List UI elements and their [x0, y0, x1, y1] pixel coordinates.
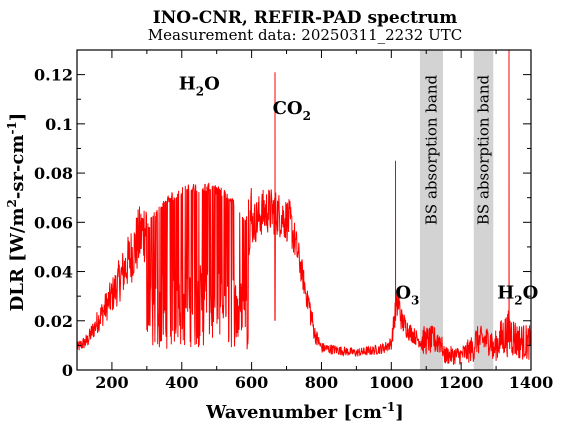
chart-annotations: H2O CO2 O3 H2O — [179, 73, 539, 307]
y-tick-label: 0.04 — [34, 263, 73, 282]
x-axis-label: Wavenumber [cm-1] — [205, 400, 404, 423]
y-tick-label: 0.1 — [45, 115, 73, 134]
y-tick-label: 0.02 — [34, 312, 73, 331]
chart-title: INO-CNR, REFIR-PAD spectrum — [153, 8, 457, 28]
absorption-band-2 — [473, 50, 494, 370]
annotation-2: CO2 — [273, 98, 311, 123]
x-tick-label: 400 — [165, 373, 198, 392]
y-tick-label: 0.06 — [34, 213, 73, 232]
spectrum-line — [76, 49, 532, 365]
absorption-bands: BS absorption band BS absorption band — [419, 50, 494, 370]
x-tick-label: 200 — [95, 373, 128, 392]
x-tick-label: 1000 — [369, 373, 414, 392]
y-tick-label: 0.12 — [34, 66, 73, 85]
x-tick-label: 1200 — [439, 373, 484, 392]
chart-subtitle: Measurement data: 20250311_2232 UTC — [148, 26, 462, 44]
y-tick-label: 0 — [62, 361, 73, 380]
spectrum-series — [76, 49, 532, 365]
absorption-band-1 — [419, 50, 443, 370]
y-tick-label: 0.08 — [34, 164, 73, 183]
axes: 200 400 600 800 1000 1200 1400 0 0.02 0.04 0.06 0.0… — [34, 49, 554, 392]
band-label-1: BS absorption band — [422, 75, 440, 226]
x-tick-label: 1400 — [509, 373, 554, 392]
x-tick-label: 600 — [235, 373, 268, 392]
y-axis-label: DLR [W/m2-sr-cm-1] — [5, 113, 28, 312]
annotation-1: H2O — [179, 73, 220, 98]
plot-frame — [76, 49, 532, 371]
annotation-4: H2O — [497, 283, 538, 308]
band-label-2: BS absorption band — [475, 75, 493, 226]
x-tick-label: 800 — [305, 373, 338, 392]
annotation-3: O3 — [395, 283, 419, 308]
